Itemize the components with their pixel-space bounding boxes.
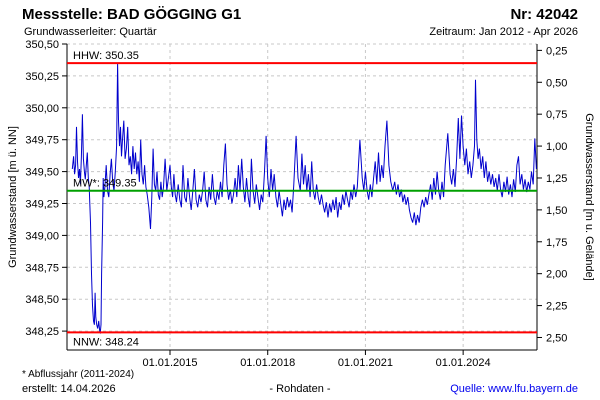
y-left-tick-label: 348,50 [25, 294, 59, 306]
y-left-tick-label: 350,00 [25, 103, 59, 115]
y-left-tick-label: 348,75 [25, 262, 59, 274]
y-left-tick-label: 350,50 [25, 39, 59, 51]
aquifer-label: Grundwasserleiter: Quartär [24, 26, 157, 38]
y-right-tick-label: 1,75 [546, 237, 567, 249]
station-number: Nr: 42042 [510, 6, 578, 23]
source-link[interactable]: Quelle: www.lfu.bayern.de [450, 383, 578, 395]
y-left-tick-label: 349,75 [25, 135, 59, 147]
y-right-tick-label: 1,00 [546, 141, 567, 153]
y-right-tick-label: 1,25 [546, 173, 567, 185]
y-left-tick-label: 350,25 [25, 71, 59, 83]
nnw-label: NNW: 348.24 [73, 336, 139, 348]
x-tick-label: 01.01.2015 [142, 357, 197, 369]
y-left-tick-label: 349,00 [25, 230, 59, 242]
mw-label: MW*: 349.35 [73, 178, 137, 190]
footnote-abflussjahr: * Abflussjahr (2011-2024) [22, 369, 135, 380]
y-right-tick-label: 2,25 [546, 301, 567, 313]
y-right-tick-label: 1,50 [546, 205, 567, 217]
y-left-axis-title: Grundwasserstand [m ü. NN] [7, 126, 19, 268]
x-tick-label: 01.01.2018 [240, 357, 295, 369]
y-right-axis-title: Grundwasserstand [m u. Gelände] [583, 113, 595, 281]
created-date: erstellt: 14.04.2026 [22, 383, 116, 395]
y-right-tick-label: 2,50 [546, 332, 567, 344]
page-title: Messstelle: BAD GÖGGING G1 [22, 6, 242, 23]
y-right-tick-label: 2,00 [546, 269, 567, 281]
raw-data-label: - Rohdaten - [269, 383, 331, 395]
y-left-tick-label: 349,25 [25, 199, 59, 211]
data-series-line [71, 63, 537, 335]
x-tick-label: 01.01.2024 [436, 357, 491, 369]
period-label: Zeitraum: Jan 2012 - Apr 2026 [429, 26, 578, 38]
y-left-tick-label: 349,50 [25, 167, 59, 179]
y-right-tick-label: 0,50 [546, 77, 567, 89]
y-right-tick-label: 0,75 [546, 109, 567, 121]
x-tick-label: 01.01.2021 [338, 357, 393, 369]
y-left-tick-label: 348,25 [25, 326, 59, 338]
y-right-tick-label: 0,25 [546, 45, 567, 57]
hhw-label: HHW: 350.35 [73, 50, 139, 62]
